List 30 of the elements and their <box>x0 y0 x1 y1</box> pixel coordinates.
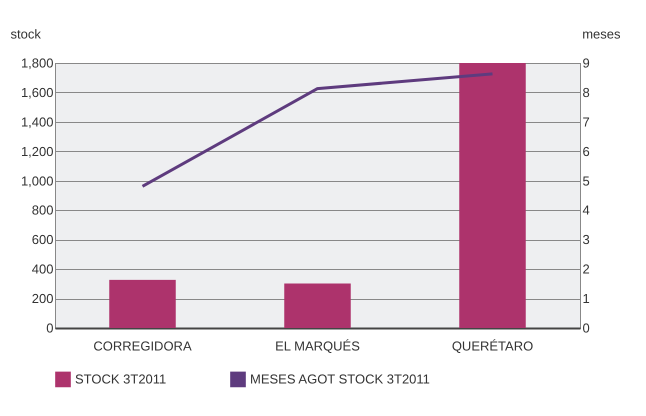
legend-label: MESES AGOT STOCK 3T2011 <box>250 371 430 386</box>
y-tick-label: 1,600 <box>20 84 54 100</box>
y2-tick-label: 5 <box>582 173 590 188</box>
y2-tick-label: 3 <box>582 232 590 248</box>
y-axis-title: stock <box>10 26 42 42</box>
y2-tick-label: 1 <box>582 291 590 306</box>
bar <box>109 280 176 328</box>
y2-tick-label: 0 <box>582 320 590 336</box>
y-tick-label: 1,200 <box>20 144 54 159</box>
y-tick-label: 400 <box>32 262 54 277</box>
y2-tick-label: 9 <box>582 56 590 70</box>
y2-tick-label: 6 <box>582 144 590 159</box>
x-tick-label: QUERÉTARO <box>452 338 534 354</box>
y-tick-label: 800 <box>32 202 54 218</box>
bar <box>284 284 351 328</box>
y-tick-label: 1,000 <box>20 173 54 188</box>
bar <box>459 63 526 328</box>
y-tick-label: 600 <box>32 232 54 248</box>
y-tick-label: 200 <box>32 291 54 306</box>
y2-axis-title: meses <box>582 26 621 42</box>
y-tick-label: 1,800 <box>20 56 54 70</box>
x-tick-label: EL MARQUÉS <box>275 338 360 354</box>
y2-tick-label: 7 <box>582 114 590 130</box>
y-tick-label: 1,400 <box>20 114 54 130</box>
y2-tick-label: 4 <box>582 202 590 218</box>
legend-label: STOCK 3T2011 <box>75 371 166 386</box>
x-tick-label: CORREGIDORA <box>93 338 192 354</box>
y2-tick-label: 8 <box>582 84 590 100</box>
y-tick-label: 0 <box>46 320 54 336</box>
y2-tick-label: 2 <box>582 262 590 277</box>
